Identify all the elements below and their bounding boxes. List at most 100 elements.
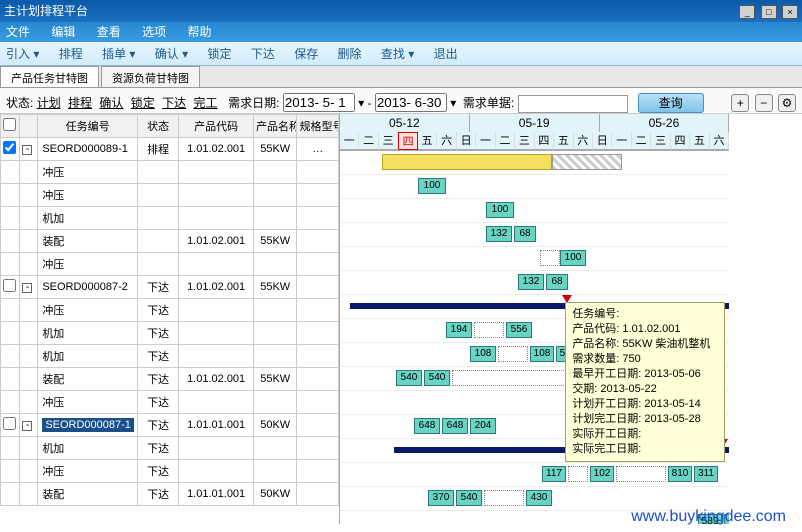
menu-help[interactable]: 帮助 — [187, 25, 211, 39]
table-row[interactable]: -SEORD000089-1排程1.01.02.00155KW… — [1, 138, 339, 161]
gantt-segment[interactable]: 540 — [456, 490, 482, 506]
tooltip-line: 任务编号: — [572, 307, 718, 322]
menu-edit[interactable]: 编辑 — [51, 25, 75, 39]
gantt-segment[interactable]: 430 — [526, 490, 552, 506]
gantt-segment[interactable]: 102 — [590, 466, 614, 482]
status-plan[interactable]: 计划 — [37, 96, 61, 110]
gantt-segment[interactable] — [552, 154, 622, 170]
table-row[interactable]: 冲压下达 — [1, 460, 339, 483]
tb-schedule[interactable]: 排程 — [59, 47, 83, 61]
table-row[interactable]: 机加下达 — [1, 345, 339, 368]
gantt-segment[interactable]: 204 — [470, 418, 496, 434]
gantt-segment[interactable] — [498, 346, 528, 362]
col-name: 产品名称 — [253, 115, 297, 138]
gantt-segment[interactable]: 648 — [442, 418, 468, 434]
gantt-segment[interactable]: 194 — [446, 322, 472, 338]
day-label: 日 — [593, 132, 612, 150]
tb-release[interactable]: 下达 — [251, 47, 275, 61]
menu-file[interactable]: 文件 — [6, 25, 30, 39]
req-input[interactable] — [518, 95, 628, 113]
minimize-button[interactable]: _ — [739, 5, 755, 19]
gantt-segment[interactable] — [474, 322, 504, 338]
tab-resource-gantt[interactable]: 资源负荷甘特图 — [101, 66, 200, 87]
col-status: 状态 — [137, 115, 178, 138]
table-row[interactable]: 装配下达1.01.01.00150KW — [1, 483, 339, 506]
gantt-segment[interactable]: 68 — [546, 274, 568, 290]
table-row[interactable]: 冲压下达 — [1, 299, 339, 322]
gantt-segment[interactable]: 100 — [560, 250, 586, 266]
gantt-segment[interactable] — [568, 466, 588, 482]
row-checkbox[interactable] — [3, 417, 16, 430]
expand-icon[interactable]: - — [22, 145, 32, 155]
day-label: 五 — [690, 132, 709, 150]
table-row[interactable]: -SEORD000087-2下达1.01.02.00155KW — [1, 276, 339, 299]
gantt-segment[interactable]: 540 — [424, 370, 450, 386]
gantt-segment[interactable] — [484, 490, 524, 506]
gantt-segment[interactable] — [616, 466, 666, 482]
gantt-segment[interactable]: 311 — [694, 466, 718, 482]
titlebar: 主计划排程平台 _ □ × — [0, 0, 802, 22]
header-checkbox[interactable] — [3, 118, 16, 131]
table-row[interactable]: 装配下达1.01.02.00155KW — [1, 368, 339, 391]
tb-delete[interactable]: 删除 — [338, 47, 362, 61]
date-from[interactable] — [283, 93, 355, 112]
gantt-segment[interactable] — [540, 250, 560, 266]
table-row[interactable]: 装配1.01.02.00155KW — [1, 230, 339, 253]
table-row[interactable]: 冲压 — [1, 161, 339, 184]
status-done[interactable]: 完工 — [193, 96, 217, 110]
day-label: 二 — [359, 132, 378, 150]
gantt-segment[interactable]: 68 — [514, 226, 536, 242]
maximize-button[interactable]: □ — [761, 5, 777, 19]
gantt-segment[interactable]: 648 — [414, 418, 440, 434]
tb-save[interactable]: 保存 — [294, 47, 318, 61]
row-checkbox[interactable] — [3, 141, 16, 154]
settings-icon[interactable]: ⚙ — [778, 94, 796, 112]
zoom-out-icon[interactable]: − — [755, 94, 773, 112]
gantt-segment[interactable]: 370 — [428, 490, 454, 506]
table-row[interactable]: 冲压 — [1, 184, 339, 207]
gantt-segment[interactable]: 132 — [518, 274, 544, 290]
day-label: 一 — [476, 132, 495, 150]
gantt-segment[interactable]: 540 — [396, 370, 422, 386]
menu-view[interactable]: 查看 — [97, 25, 121, 39]
tb-find[interactable]: 查找 ▾ — [381, 47, 414, 61]
tb-import[interactable]: 引入 ▾ — [6, 47, 39, 61]
status-sched[interactable]: 排程 — [68, 96, 92, 110]
table-row[interactable]: 机加 — [1, 207, 339, 230]
expand-icon[interactable]: - — [22, 421, 32, 431]
table-row[interactable]: -SEORD000087-1下达1.01.01.00150KW — [1, 414, 339, 437]
gantt-segment[interactable] — [382, 154, 552, 170]
tb-lock[interactable]: 锁定 — [207, 47, 231, 61]
menu-options[interactable]: 选项 — [142, 25, 166, 39]
col-code: 产品代码 — [179, 115, 254, 138]
gantt-segment[interactable]: 108 — [530, 346, 554, 362]
gantt-segment[interactable]: 100 — [418, 178, 446, 194]
table-row[interactable]: 冲压 — [1, 253, 339, 276]
status-lock[interactable]: 锁定 — [131, 96, 155, 110]
date-to[interactable] — [375, 93, 447, 112]
gantt-segment[interactable]: 132 — [486, 226, 512, 242]
tab-product-gantt[interactable]: 产品任务甘特图 — [0, 66, 99, 87]
gantt-segment[interactable]: 117 — [542, 466, 566, 482]
row-checkbox[interactable] — [3, 279, 16, 292]
gantt-segment[interactable]: 556 — [506, 322, 532, 338]
table-row[interactable]: 冲压下达 — [1, 391, 339, 414]
close-button[interactable]: × — [782, 5, 798, 19]
zoom-in-icon[interactable]: + — [731, 94, 749, 112]
tooltip-line: 产品名称: 55KW 柴油机整机 — [572, 337, 718, 352]
status-release[interactable]: 下达 — [162, 96, 186, 110]
gantt-segment[interactable]: 100 — [486, 202, 514, 218]
tooltip-line: 最早开工日期: 2013-05-06 — [572, 367, 718, 382]
status-confirm[interactable]: 确认 — [99, 96, 123, 110]
query-button[interactable]: 查询 — [638, 93, 704, 113]
expand-icon[interactable]: - — [22, 283, 32, 293]
table-row[interactable]: 机加下达 — [1, 437, 339, 460]
gantt-segment[interactable]: 810 — [668, 466, 692, 482]
gantt-segment[interactable]: 108 — [470, 346, 496, 362]
table-row[interactable]: 机加下达 — [1, 322, 339, 345]
tb-exit[interactable]: 退出 — [434, 47, 458, 61]
gantt-segment[interactable] — [452, 370, 572, 386]
tb-insert[interactable]: 插单 ▾ — [102, 47, 135, 61]
tabstrip: 产品任务甘特图 资源负荷甘特图 — [0, 66, 802, 88]
tb-confirm[interactable]: 确认 ▾ — [155, 47, 188, 61]
